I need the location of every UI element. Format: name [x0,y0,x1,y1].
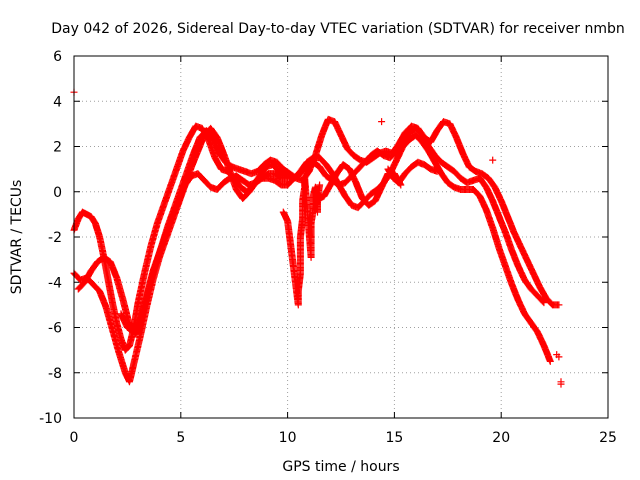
y-tick-label: 4 [53,94,62,110]
plot-frame [73,55,609,419]
x-tick-label: 25 [599,430,617,446]
y-tick-label: -4 [48,275,62,291]
point-markers-track-6 [384,158,441,187]
y-tick-label: 2 [53,140,62,156]
y-tick-label: -8 [48,366,62,382]
y-tick-label: 0 [53,185,62,201]
y-axis-label: SDTVAR / TECUs [9,180,25,295]
x-tick-label: 15 [385,430,403,446]
point-markers-track-4 [117,170,292,336]
y-tick-label: -6 [48,321,62,337]
x-tick-label: 0 [70,430,79,446]
x-axis-label: GPS time / hours [282,459,399,475]
series-track-6 [384,158,441,187]
chart-title: Day 042 of 2026, Sidereal Day-to-day VTE… [51,21,625,37]
series-track-4 [117,170,292,336]
data-points [70,88,565,388]
y-tick-label: -10 [39,411,62,427]
y-tick-label: 6 [53,49,62,65]
y-tick-label: -2 [48,230,62,246]
x-tick-label: 10 [279,430,297,446]
point-markers-spikes [279,174,324,309]
tick-layer: 0 5 10 15 20 25 -10 -8 -6 -4 -2 0 2 4 6 [39,49,617,446]
x-tick-label: 5 [176,430,185,446]
series-spikes [279,174,324,309]
x-tick-label: 20 [492,430,510,446]
